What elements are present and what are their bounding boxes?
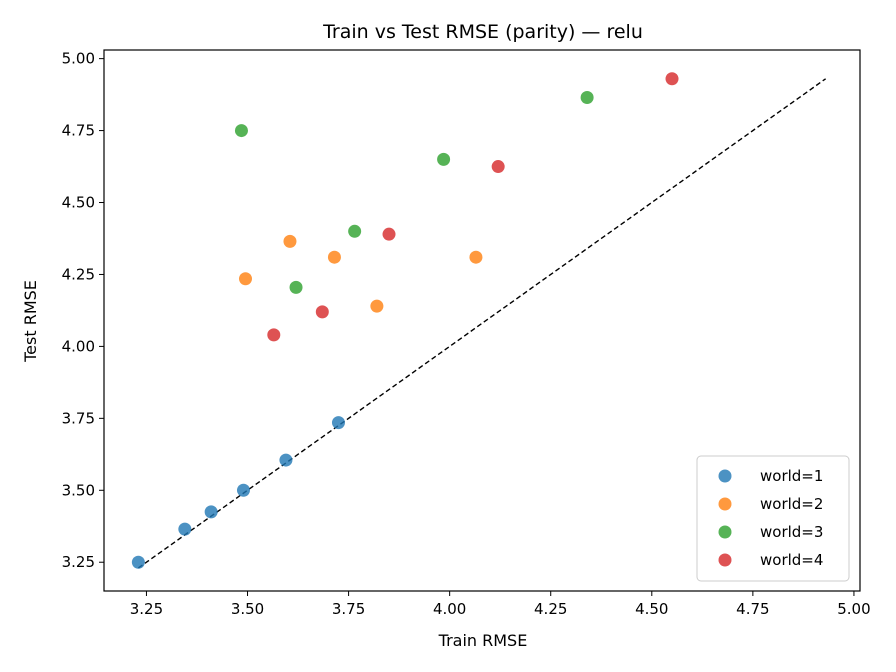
legend-marker-1 (718, 469, 732, 483)
x-axis-ticks: 3.25 3.50 3.75 4.00 4.25 4.50 4.75 5.00 (130, 591, 871, 618)
data-point-series-2 (370, 299, 384, 313)
x-tick-label: 4.75 (736, 600, 769, 618)
x-axis-label: Train RMSE (438, 631, 528, 650)
data-point-series-2 (283, 234, 297, 248)
y-tick-label: 3.75 (62, 409, 95, 427)
data-point-series-4 (267, 328, 281, 342)
x-tick-label: 4.00 (433, 600, 466, 618)
x-tick-label: 4.50 (635, 600, 668, 618)
legend-box (696, 455, 850, 582)
data-point-series-2 (327, 250, 341, 264)
y-tick-label: 5.00 (62, 50, 95, 68)
data-point-series-3 (437, 152, 451, 166)
legend-marker-3 (718, 525, 732, 539)
y-tick-label: 4.50 (62, 194, 95, 212)
data-point-series-1 (279, 453, 293, 467)
y-tick-label: 4.25 (62, 265, 95, 283)
data-points (131, 72, 679, 569)
data-point-series-1 (204, 505, 218, 519)
data-point-series-1 (178, 522, 192, 536)
legend-label-4: world=4 (760, 551, 823, 569)
x-tick-label: 5.00 (837, 600, 870, 618)
parity-reference-line (137, 78, 827, 569)
legend-marker-4 (718, 553, 732, 567)
legend-marker-2 (718, 497, 732, 511)
data-point-series-3 (348, 224, 362, 238)
data-point-series-1 (331, 416, 345, 430)
legend: world=1 world=2 world=3 world=4 (696, 455, 850, 582)
data-point-series-1 (236, 483, 250, 497)
data-point-series-4 (382, 227, 396, 241)
y-tick-label: 3.50 (62, 481, 95, 499)
data-point-series-3 (580, 90, 594, 104)
plot-frame (103, 49, 861, 592)
y-tick-label: 3.25 (62, 553, 95, 571)
data-point-series-4 (491, 160, 505, 174)
y-tick-label: 4.75 (62, 122, 95, 140)
data-point-series-2 (469, 250, 483, 264)
data-point-series-3 (234, 124, 248, 138)
x-tick-label: 3.25 (130, 600, 163, 618)
plot-area (103, 49, 861, 592)
data-point-series-1 (131, 555, 145, 569)
x-tick-label: 4.25 (534, 600, 567, 618)
data-point-series-2 (238, 272, 252, 286)
data-point-series-3 (289, 280, 303, 294)
y-tick-label: 4.00 (62, 337, 95, 355)
x-tick-label: 3.50 (231, 600, 264, 618)
chart-title: Train vs Test RMSE (parity) — relu (322, 21, 643, 43)
y-axis-label: Test RMSE (21, 280, 40, 363)
data-point-series-4 (665, 72, 679, 86)
data-point-series-4 (315, 305, 329, 319)
x-tick-label: 3.75 (332, 600, 365, 618)
legend-label-1: world=1 (760, 467, 823, 485)
legend-label-2: world=2 (760, 495, 823, 513)
legend-label-3: world=3 (760, 523, 823, 541)
y-axis-ticks: 3.25 3.50 3.75 4.00 4.25 4.50 4.75 5.00 (62, 50, 104, 571)
